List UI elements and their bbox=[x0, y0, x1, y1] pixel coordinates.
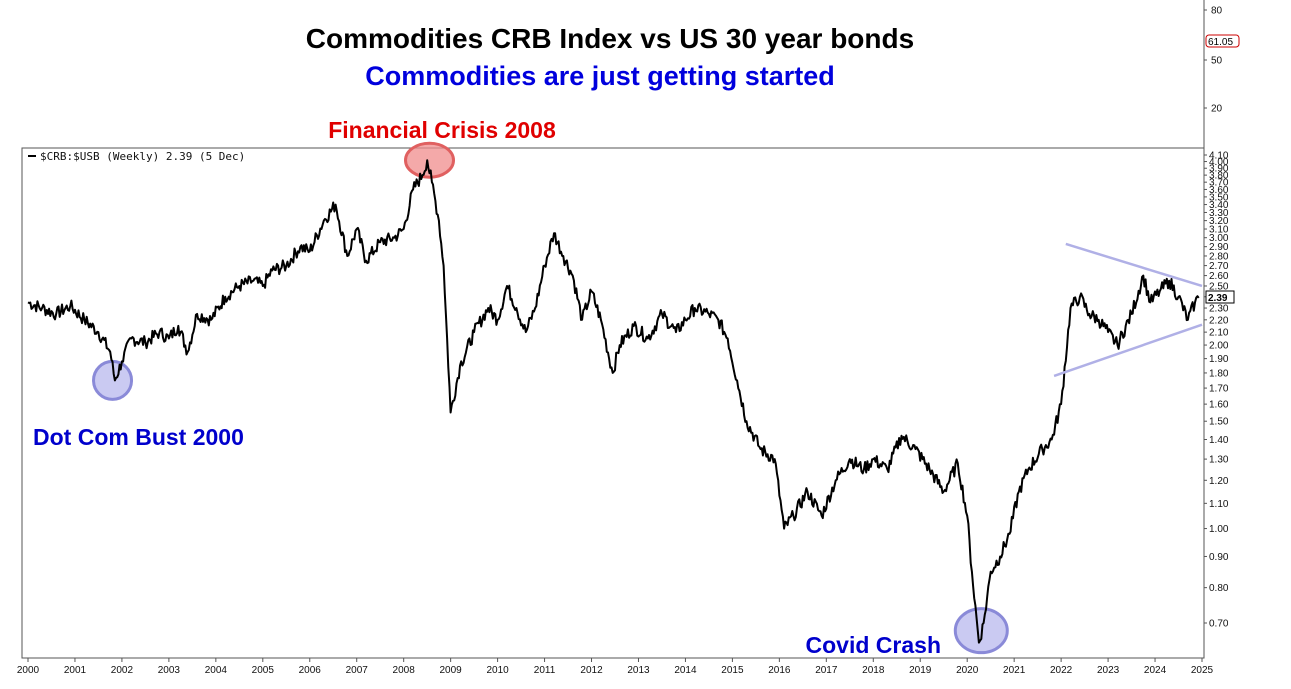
upper-last-value-label: 61.05 bbox=[1208, 37, 1233, 48]
last-value-box bbox=[1205, 290, 1235, 304]
annotation-label: Dot Com Bust 2000 bbox=[33, 424, 244, 450]
x-tick-label: 2003 bbox=[158, 665, 181, 676]
y-tick-label: 2.70 bbox=[1209, 261, 1229, 272]
annotation-label: Financial Crisis 2008 bbox=[328, 117, 556, 143]
x-tick-label: 2024 bbox=[1144, 665, 1167, 676]
x-tick-label: 2002 bbox=[111, 665, 134, 676]
x-tick-label: 2023 bbox=[1097, 665, 1120, 676]
y-tick-label: 2.10 bbox=[1209, 328, 1229, 339]
y-tick-label: 3.90 bbox=[1209, 164, 1229, 175]
chart-title: Commodities CRB Index vs US 30 year bond… bbox=[306, 23, 914, 54]
y-tick-label: 1.90 bbox=[1209, 354, 1229, 365]
trendline bbox=[1053, 323, 1203, 378]
y-tick-label: 0.80 bbox=[1209, 583, 1229, 594]
y-tick-label: 1.50 bbox=[1209, 417, 1229, 428]
x-tick-label: 2001 bbox=[64, 665, 87, 676]
chart-subtitle: Commodities are just getting started bbox=[365, 61, 835, 91]
upper-tick-label: 80 bbox=[1211, 6, 1223, 17]
y-tick-label: 3.30 bbox=[1209, 208, 1229, 219]
last-value-label: 2.39 bbox=[1208, 293, 1228, 304]
upper-tick-label: 50 bbox=[1211, 56, 1223, 67]
y-tick-label: 2.00 bbox=[1209, 341, 1229, 352]
x-tick-label: 2000 bbox=[17, 665, 40, 676]
x-tick-label: 2006 bbox=[299, 665, 322, 676]
y-tick-label: 2.50 bbox=[1209, 281, 1229, 292]
y-tick-label: 3.00 bbox=[1209, 233, 1229, 244]
y-tick-label: 3.70 bbox=[1209, 178, 1229, 189]
y-tick-label: 3.80 bbox=[1209, 171, 1229, 182]
y-tick-label: 1.20 bbox=[1209, 476, 1229, 487]
y-tick-label: 3.50 bbox=[1209, 192, 1229, 203]
x-tick-label: 2014 bbox=[674, 665, 697, 676]
y-tick-label: 3.40 bbox=[1209, 200, 1229, 211]
y-tick-label: 3.20 bbox=[1209, 216, 1229, 227]
y-tick-label: 3.60 bbox=[1209, 185, 1229, 196]
x-tick-label: 2021 bbox=[1003, 665, 1026, 676]
main-panel-frame bbox=[21, 147, 1205, 659]
x-tick-label: 2016 bbox=[768, 665, 791, 676]
y-tick-label: 2.30 bbox=[1209, 304, 1229, 315]
x-tick-label: 2025 bbox=[1191, 665, 1214, 676]
y-tick-label: 0.70 bbox=[1209, 619, 1229, 630]
y-tick-label: 1.60 bbox=[1209, 400, 1229, 411]
y-tick-label: 1.10 bbox=[1209, 499, 1229, 510]
x-tick-label: 2019 bbox=[909, 665, 932, 676]
y-tick-label: 1.40 bbox=[1209, 435, 1229, 446]
series-line bbox=[27, 159, 1200, 644]
y-tick-label: 4.00 bbox=[1209, 157, 1229, 168]
y-tick-label: 1.70 bbox=[1209, 384, 1229, 395]
y-tick-label: 1.30 bbox=[1209, 455, 1229, 466]
x-tick-label: 2011 bbox=[534, 665, 556, 676]
y-tick-label: 3.10 bbox=[1209, 225, 1229, 236]
x-tick-label: 2015 bbox=[721, 665, 744, 676]
x-tick-label: 2018 bbox=[862, 665, 885, 676]
x-tick-label: 2007 bbox=[346, 665, 369, 676]
x-tick-label: 2005 bbox=[252, 665, 275, 676]
x-tick-label: 2010 bbox=[486, 665, 509, 676]
x-tick-label: 2013 bbox=[627, 665, 650, 676]
y-tick-label: 2.20 bbox=[1209, 315, 1229, 326]
x-tick-label: 2022 bbox=[1050, 665, 1073, 676]
annotation-label: Covid Crash bbox=[806, 632, 941, 658]
trendline bbox=[1065, 242, 1203, 288]
upper-tick-label: 20 bbox=[1211, 104, 1223, 115]
legend-label: $CRB:$USB (Weekly) 2.39 (5 Dec) bbox=[40, 150, 245, 163]
y-tick-label: 4.10 bbox=[1209, 151, 1229, 162]
x-tick-label: 2012 bbox=[580, 665, 603, 676]
x-tick-label: 2008 bbox=[393, 665, 416, 676]
x-tick-label: 2009 bbox=[440, 665, 463, 676]
upper-last-value-box bbox=[1205, 34, 1240, 48]
x-tick-label: 2004 bbox=[205, 665, 228, 676]
y-tick-label: 2.80 bbox=[1209, 251, 1229, 262]
x-tick-label: 2017 bbox=[815, 665, 838, 676]
y-tick-label: 1.00 bbox=[1209, 524, 1229, 535]
y-tick-label: 2.60 bbox=[1209, 271, 1229, 282]
x-tick-label: 2020 bbox=[956, 665, 979, 676]
y-tick-label: 2.90 bbox=[1209, 242, 1229, 253]
annotation-circle bbox=[404, 141, 456, 179]
y-tick-label: 0.90 bbox=[1209, 552, 1229, 563]
y-tick-label: 1.80 bbox=[1209, 368, 1229, 379]
